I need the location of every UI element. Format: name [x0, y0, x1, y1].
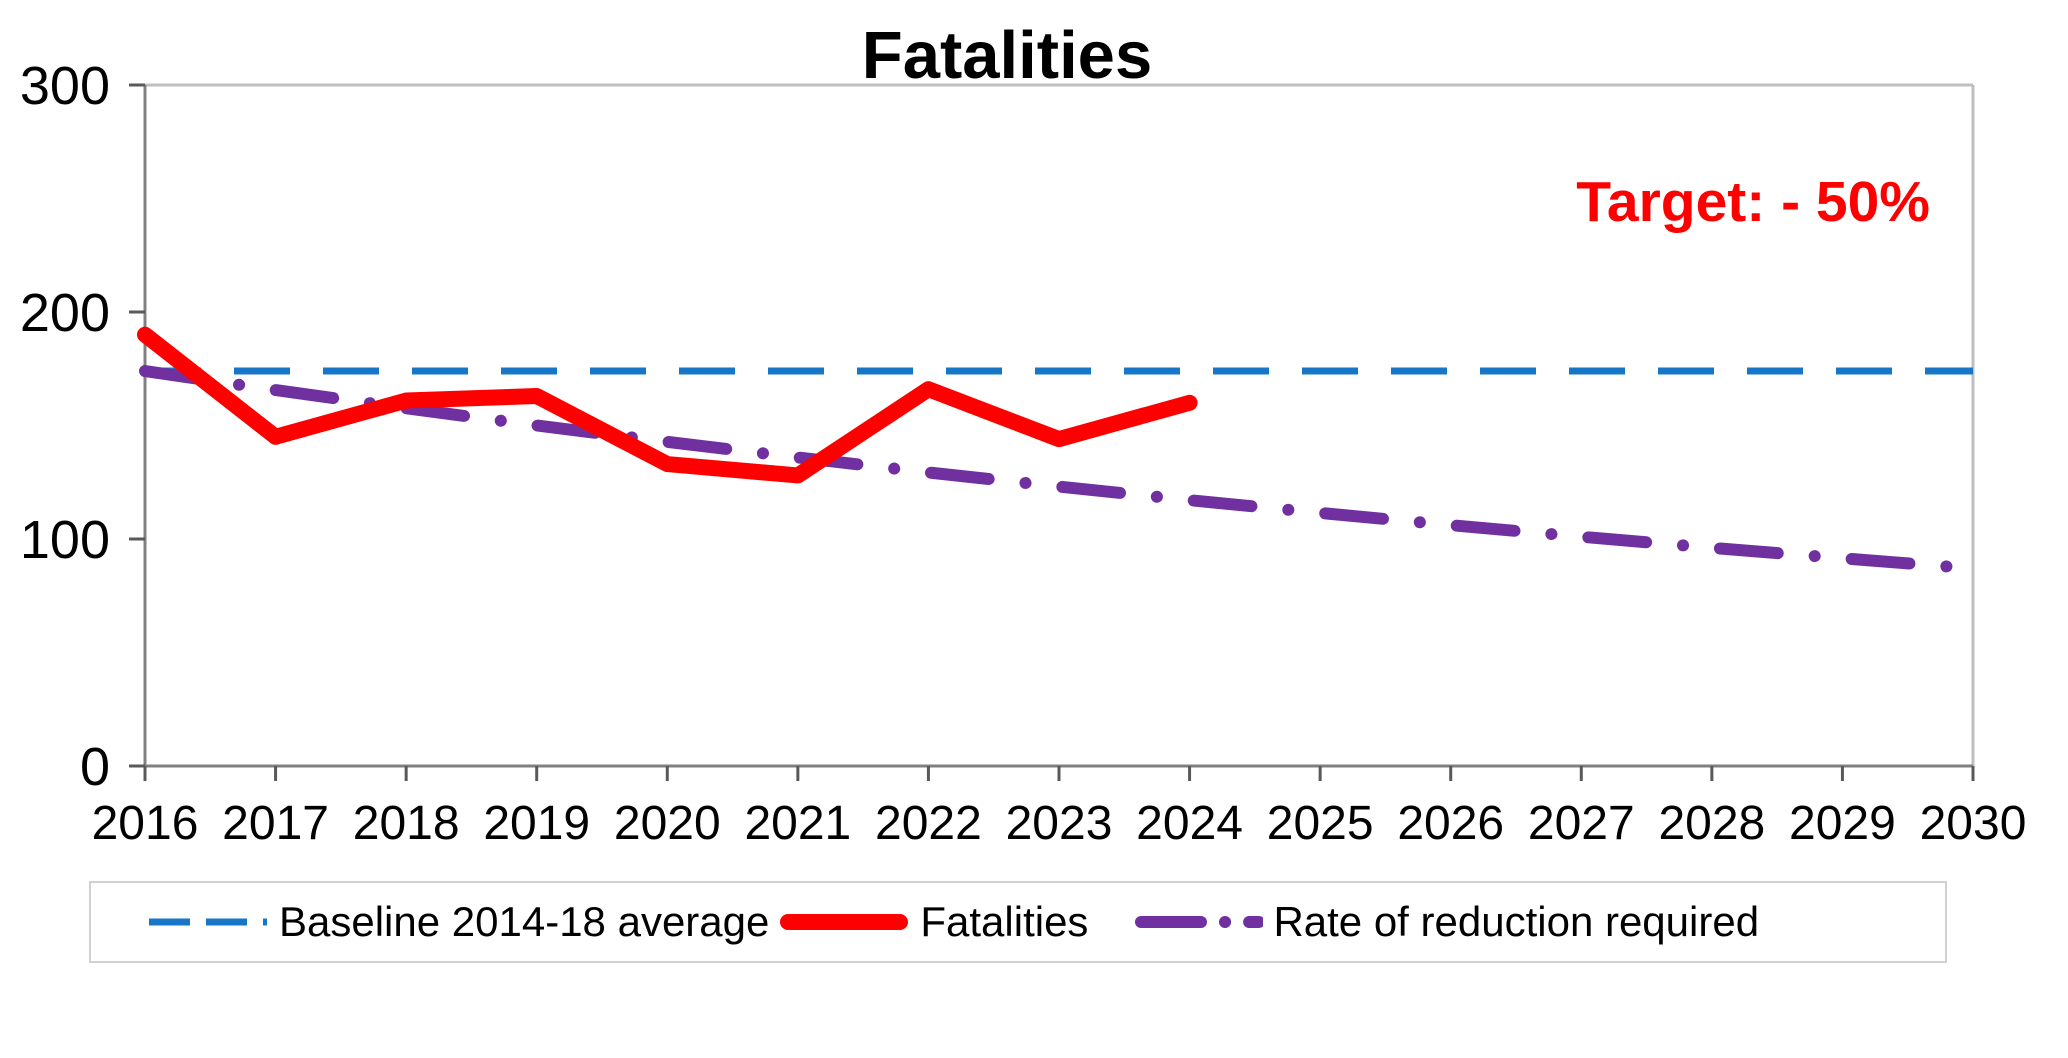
series-line-rate-of-reduction-required [139, 365, 1979, 575]
legend-item-fatalities: Fatalities [778, 898, 1088, 946]
x-tick-label: 2029 [1789, 797, 1896, 850]
legend-item-baseline: Baseline 2014-18 average [147, 898, 769, 946]
chart-title: Fatalities [862, 18, 1152, 93]
x-tick-label: 2018 [353, 797, 460, 850]
x-tick-label: 2022 [875, 797, 982, 850]
x-tick-label: 2020 [614, 797, 721, 850]
x-tick-label: 2021 [744, 797, 851, 850]
x-tick-label: 2023 [1006, 797, 1113, 850]
x-tick-label: 2030 [1920, 797, 2027, 850]
x-tick-label: 2026 [1397, 797, 1504, 850]
baseline-dashed-line-sample [149, 918, 267, 926]
plot-area: 0 100 200 300 2016 2017 2018 2019 2020 2021 2022 20… [20, 56, 2027, 850]
x-tick-label: 2024 [1136, 797, 1243, 850]
chart-legend: Baseline 2014-18 average Fatalities Rate… [89, 881, 1947, 963]
x-tick-label: 2016 [92, 797, 199, 850]
x-tick-label: 2019 [483, 797, 590, 850]
legend-label-baseline: Baseline 2014-18 average [279, 898, 770, 945]
legend-item-rate-of-reduction: Rate of reduction required [1133, 898, 1759, 946]
series-line-fatalities [137, 326, 1198, 484]
x-tick-label: 2028 [1658, 797, 1765, 850]
fatalities-solid-line-sample [780, 914, 909, 930]
x-tick-label: 2025 [1267, 797, 1374, 850]
legend-label-rate-of-reduction: Rate of reduction required [1273, 898, 1760, 945]
y-tick-label: 200 [20, 283, 110, 343]
target-annotation: Target: - 50% [1576, 170, 1930, 234]
legend-label-fatalities: Fatalities [920, 898, 1089, 945]
y-tick-label: 0 [80, 737, 110, 797]
x-tick-label: 2027 [1528, 797, 1635, 850]
y-tick-label: 100 [20, 510, 110, 570]
y-tick-label: 300 [20, 56, 110, 116]
x-tick-label: 2017 [222, 797, 329, 850]
rate-of-reduction-dashdot-line-sample [1135, 916, 1264, 928]
